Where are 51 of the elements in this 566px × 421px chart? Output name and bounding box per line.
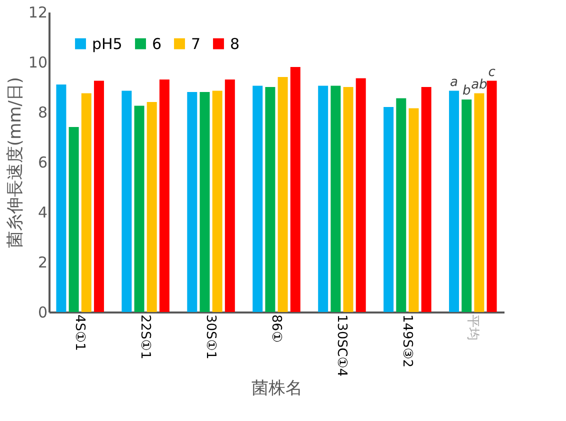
x-tick-label: 22S①1 [138, 314, 153, 360]
y-tick-label: 10 [28, 54, 48, 72]
bar [187, 92, 198, 312]
bar [421, 87, 432, 312]
x-tick-label: 4S①1 [72, 314, 88, 351]
bar [200, 92, 210, 312]
legend-label: 8 [230, 34, 240, 53]
bar [474, 93, 484, 312]
y-tick-label: 6 [38, 154, 48, 172]
y-tick-label: 0 [38, 304, 48, 322]
x-axis-title: 菌株名 [252, 378, 302, 399]
bar [252, 86, 263, 312]
bar [330, 86, 341, 312]
y-tick-label: 8 [38, 104, 48, 122]
bar [343, 87, 354, 312]
bar [94, 80, 104, 312]
y-tick-label: 2 [38, 254, 48, 272]
bar [278, 77, 288, 312]
x-tick-label: 平均 [464, 314, 480, 340]
x-tick-label: 149S③2 [399, 314, 414, 368]
annotation: a [450, 74, 458, 90]
bar [122, 90, 132, 312]
annotation: b [462, 84, 471, 98]
x-tick-label: 86① [268, 314, 284, 343]
annotation: c [488, 64, 496, 80]
bar [318, 86, 328, 312]
bar [68, 127, 79, 312]
y-axis-title: 菌糸伸長速度(mm/日) [5, 76, 26, 248]
bar [81, 93, 92, 312]
bar [212, 90, 222, 312]
bar [159, 80, 170, 312]
legend-label: 6 [152, 34, 162, 53]
y-tick-label: 12 [28, 4, 48, 22]
x-tick-label: 130SC①4 [334, 314, 349, 377]
bar [146, 102, 157, 312]
bar [224, 80, 235, 312]
bar [356, 78, 366, 312]
x-tick-label: 30S①1 [203, 314, 218, 360]
bar [396, 98, 406, 312]
bar [56, 84, 66, 312]
bar [384, 107, 394, 312]
bar [449, 90, 460, 312]
legend-label: 7 [191, 34, 201, 53]
bar [134, 106, 144, 312]
bar [486, 80, 497, 312]
bar [290, 67, 300, 312]
bar [408, 108, 419, 312]
bar [462, 100, 472, 312]
bar [265, 87, 276, 312]
legend-label: pH5 [92, 34, 122, 53]
y-tick-label: 4 [38, 204, 48, 222]
